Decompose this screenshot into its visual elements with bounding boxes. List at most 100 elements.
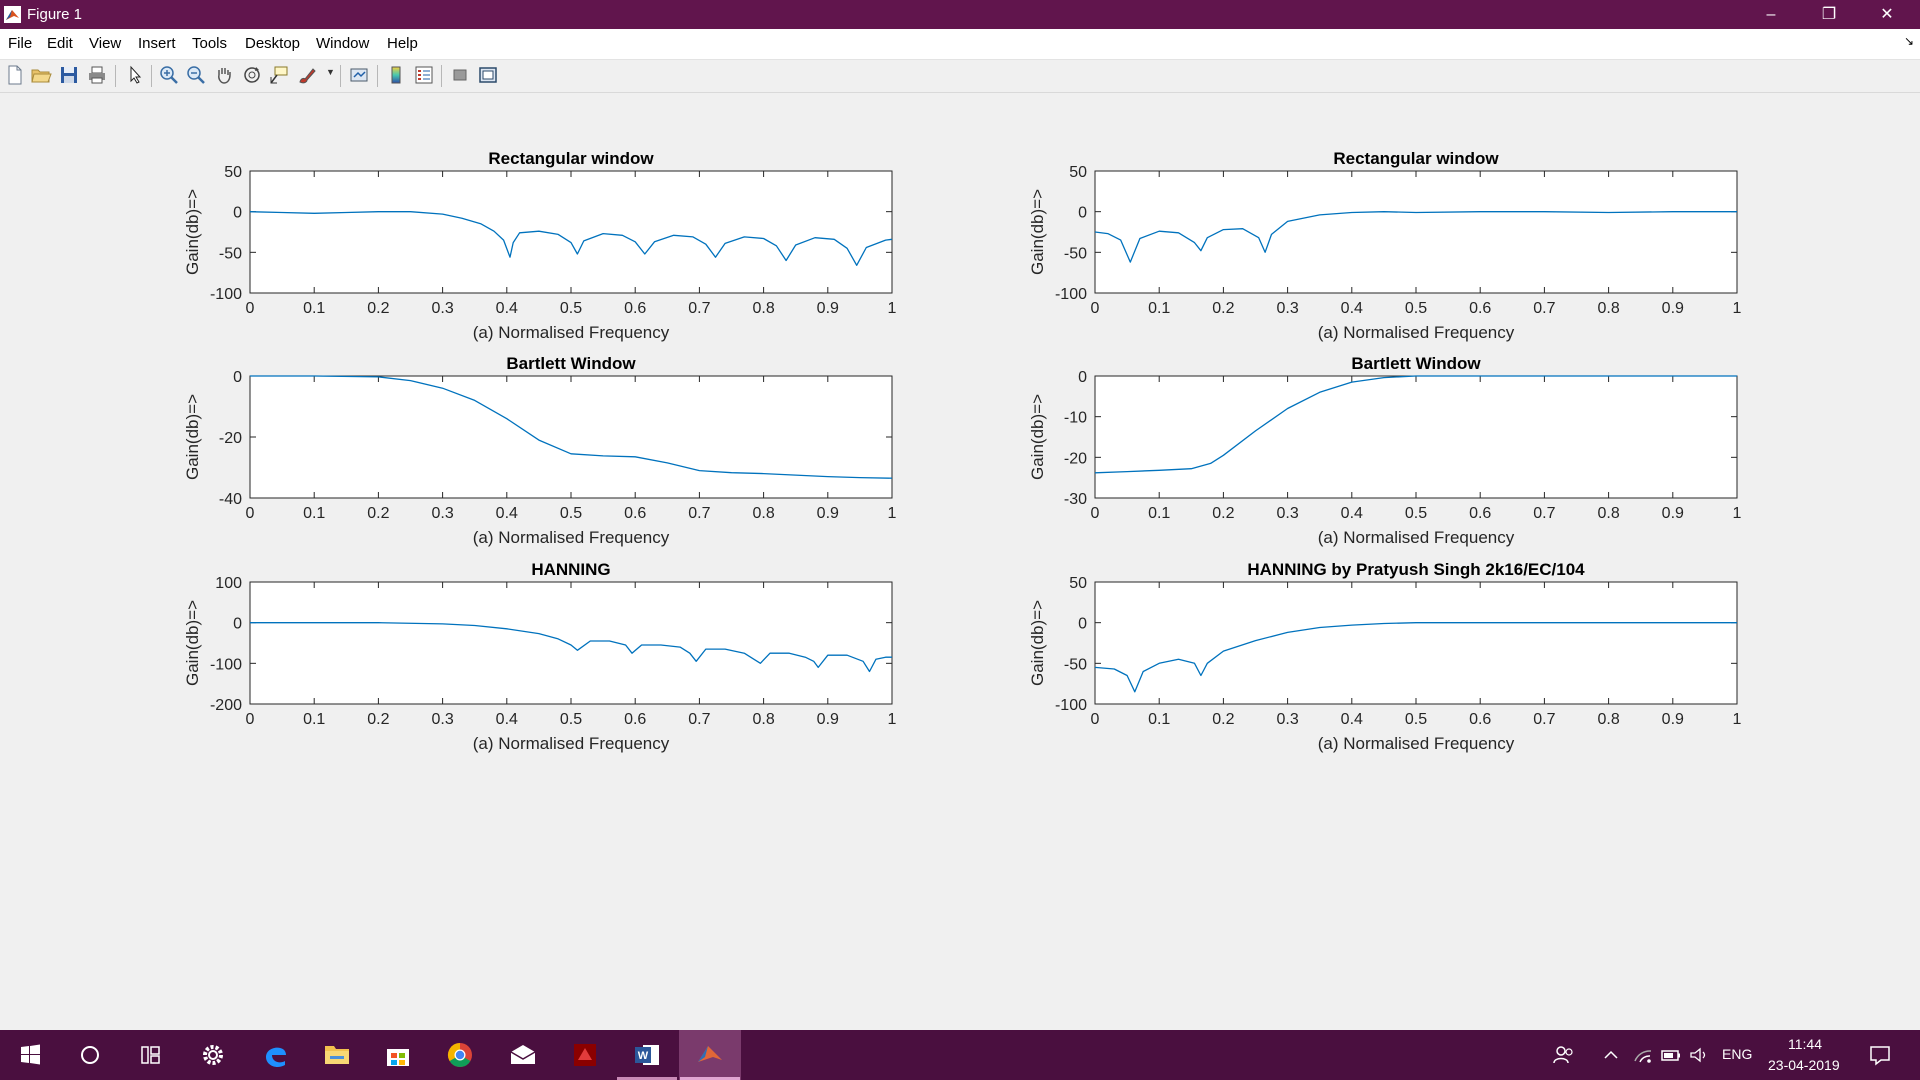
axes-box [1094, 375, 1738, 499]
edit-plot-arrow-icon[interactable] [124, 64, 146, 86]
windows-taskbar: W ENG 11:44 23-04-2019 [0, 1030, 1920, 1080]
store-icon[interactable] [368, 1030, 428, 1080]
y-tick-label: 0 [1078, 616, 1087, 633]
minimize-button[interactable]: – [1766, 6, 1776, 23]
people-icon[interactable] [1552, 1043, 1576, 1067]
maximize-button[interactable]: ❐ [1821, 6, 1837, 23]
volume-icon[interactable] [1688, 1045, 1710, 1065]
insert-legend-icon[interactable] [413, 64, 435, 86]
word-icon[interactable]: W [617, 1030, 677, 1080]
x-tick-label: 0.5 [1405, 300, 1427, 317]
clock-time[interactable]: 11:44 [1788, 1036, 1822, 1052]
x-tick-label: 0 [1091, 711, 1100, 728]
task-view-icon[interactable] [120, 1030, 180, 1080]
x-tick-label: 0.7 [688, 711, 710, 728]
y-tick-label: -50 [1064, 656, 1087, 673]
edge-browser-icon[interactable] [246, 1030, 306, 1080]
wifi-icon[interactable] [1633, 1045, 1653, 1065]
x-tick-label: 0.3 [1276, 300, 1298, 317]
pan-hand-icon[interactable] [213, 64, 235, 86]
mail-icon[interactable] [493, 1030, 553, 1080]
axes-box [249, 581, 893, 705]
menu-window[interactable]: Window [316, 35, 370, 52]
save-icon[interactable] [58, 64, 80, 86]
menu-help[interactable]: Help [387, 35, 418, 52]
x-tick-label: 0.3 [431, 300, 453, 317]
window-titlebar: Figure 1 – ❐ ✕ [0, 0, 1920, 29]
subplot-title: Bartlett Window [506, 354, 636, 373]
new-figure-icon[interactable] [4, 64, 26, 86]
cortana-search-icon[interactable] [60, 1030, 120, 1080]
hide-plot-tools-icon[interactable] [449, 64, 471, 86]
x-tick-label: 0.8 [752, 711, 774, 728]
matlab-icon[interactable] [680, 1030, 740, 1080]
x-tick-label: 0 [1091, 505, 1100, 522]
x-tick-label: 0.4 [496, 505, 518, 522]
show-hidden-icons-chevron-icon[interactable] [1601, 1045, 1621, 1065]
x-tick-label: 0.1 [303, 505, 325, 522]
brush-dropdown-icon[interactable]: ▼ [326, 67, 335, 77]
windows-start-icon[interactable] [0, 1030, 60, 1080]
y-tick-label: 0 [233, 369, 242, 386]
zoom-out-icon[interactable] [185, 64, 207, 86]
x-tick-label: 0.7 [1533, 711, 1555, 728]
x-tick-label: 0.2 [367, 711, 389, 728]
open-file-icon[interactable] [30, 64, 52, 86]
chrome-icon[interactable] [430, 1030, 490, 1080]
x-tick-label: 0.7 [688, 505, 710, 522]
menu-edit[interactable]: Edit [47, 35, 73, 52]
menu-tools[interactable]: Tools [192, 35, 228, 52]
x-tick-label: 0.3 [431, 711, 453, 728]
y-axis-label: Gain(db)=> [183, 394, 202, 480]
x-axis-label: (a) Normalised Frequency [1318, 528, 1515, 547]
menu-view[interactable]: View [89, 35, 122, 52]
x-tick-label: 0.9 [1662, 300, 1684, 317]
figure-toolbar: ▼ [0, 60, 1920, 93]
file-explorer-icon[interactable] [307, 1030, 367, 1080]
subplot-title: Rectangular window [488, 149, 654, 168]
menu-insert[interactable]: Insert [138, 35, 176, 52]
settings-gear-icon[interactable] [183, 1030, 243, 1080]
y-axis-label: Gain(db)=> [1028, 394, 1047, 480]
zoom-in-icon[interactable] [158, 64, 180, 86]
y-tick-label: -20 [1064, 450, 1087, 467]
x-tick-label: 0.1 [1148, 300, 1170, 317]
link-plot-icon[interactable] [348, 64, 370, 86]
svg-text:W: W [638, 1050, 649, 1062]
subplot: 0 0.1 0.2 0.3 0.4 0.5 0.6 0.7 0.8 0.9 1 50 0 -50 -100 R… [1028, 149, 1742, 342]
x-tick-label: 0.1 [303, 711, 325, 728]
brush-icon[interactable] [296, 64, 318, 86]
app-red-icon[interactable] [555, 1030, 615, 1080]
x-tick-label: 1 [888, 505, 897, 522]
x-tick-label: 0.2 [367, 505, 389, 522]
battery-icon[interactable] [1660, 1045, 1682, 1065]
x-axis-label: (a) Normalised Frequency [473, 528, 670, 547]
x-tick-label: 0.9 [817, 300, 839, 317]
subplot: 0 0.1 0.2 0.3 0.4 0.5 0.6 0.7 0.8 0.9 1 0 -10 -20 -30 B… [1028, 354, 1742, 547]
x-axis-label: (a) Normalised Frequency [473, 734, 670, 753]
insert-colorbar-icon[interactable] [385, 64, 407, 86]
x-tick-label: 0.2 [1212, 300, 1234, 317]
input-language[interactable]: ENG [1722, 1046, 1753, 1062]
x-tick-label: 0.6 [1469, 300, 1491, 317]
x-tick-label: 0.9 [817, 505, 839, 522]
menu-desktop[interactable]: Desktop [245, 35, 301, 52]
menu-file[interactable]: File [8, 35, 33, 52]
x-tick-label: 0.6 [624, 505, 646, 522]
print-icon[interactable] [86, 64, 108, 86]
rotate-3d-icon[interactable] [241, 64, 263, 86]
subplot-title: Rectangular window [1333, 149, 1499, 168]
x-tick-label: 0.6 [1469, 711, 1491, 728]
subplot-title: Bartlett Window [1351, 354, 1481, 373]
show-plot-tools-icon[interactable] [477, 64, 499, 86]
axes-box [249, 375, 893, 499]
close-button[interactable]: ✕ [1880, 6, 1894, 23]
series-line [1094, 375, 1737, 474]
data-cursor-icon[interactable] [268, 64, 290, 86]
dock-arrow-icon[interactable]: ↘ [1904, 34, 1915, 48]
x-tick-label: 0.8 [752, 300, 774, 317]
x-tick-label: 0.8 [1597, 505, 1619, 522]
axes-box [1094, 581, 1738, 705]
action-center-icon[interactable] [1868, 1043, 1892, 1067]
clock-date[interactable]: 23-04-2019 [1768, 1057, 1840, 1073]
